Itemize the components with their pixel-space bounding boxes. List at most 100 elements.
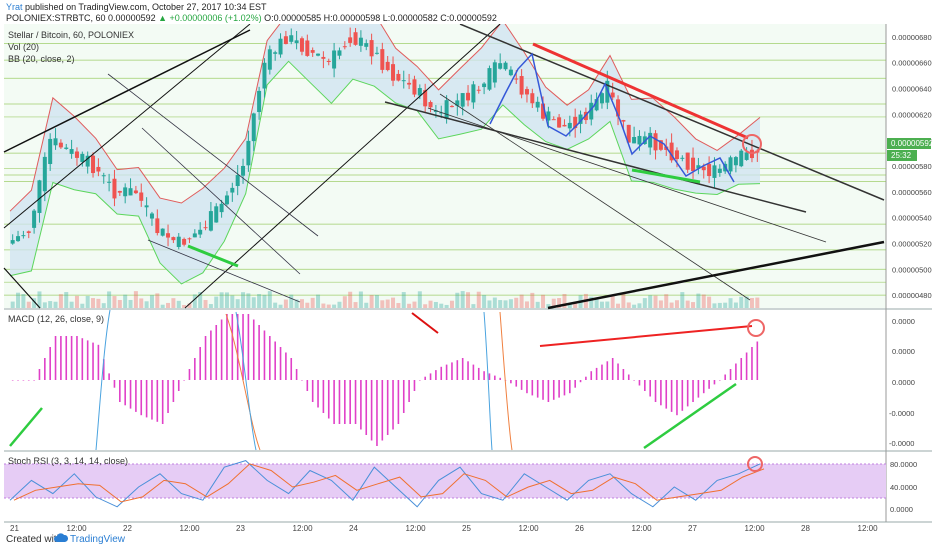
author-link[interactable]: Yrat — [6, 2, 23, 12]
macd-bar — [622, 369, 625, 380]
candle-body — [21, 235, 26, 237]
macd-bar — [145, 380, 148, 418]
volume-bar — [37, 291, 42, 308]
macd-tick: 0.0000 — [892, 378, 915, 387]
macd-bar — [285, 352, 287, 380]
macd-bar — [204, 336, 207, 380]
candle-body — [155, 218, 160, 234]
macd-bar — [574, 380, 576, 388]
stoch-k-line — [9, 460, 761, 508]
volume-bar — [305, 302, 310, 308]
volume-bar — [257, 294, 262, 308]
macd-bar — [70, 336, 73, 380]
macd-bar — [199, 347, 201, 380]
volume-bar — [267, 291, 272, 308]
macd-line — [483, 311, 493, 451]
volume-bar — [423, 304, 428, 308]
candle-body — [637, 135, 642, 145]
macd-bar — [611, 358, 614, 380]
volume-bar — [744, 296, 749, 308]
volume-bar — [144, 301, 149, 308]
candle-body — [198, 229, 203, 235]
macd-bar — [547, 380, 550, 402]
volume-bar — [342, 296, 347, 308]
volume-bar — [85, 295, 90, 308]
volume-bar — [187, 303, 192, 308]
volume-bar — [289, 294, 294, 308]
legend-bb: BB (20, close, 2) — [8, 54, 75, 64]
last-price-badge — [887, 138, 931, 149]
volume-bar — [74, 295, 79, 308]
candle-body — [439, 112, 444, 114]
candle-body — [733, 157, 738, 166]
candle-body — [578, 114, 583, 124]
macd-bar — [167, 380, 169, 413]
macd-bar — [301, 380, 303, 381]
macd-bar — [520, 380, 523, 390]
rsi-tick: 0.0000 — [890, 505, 913, 514]
volume-bar — [723, 302, 728, 308]
volume-bar — [648, 295, 653, 308]
candle-body — [546, 111, 551, 121]
macd-bar — [488, 373, 491, 380]
candle-body — [342, 46, 347, 48]
trendline — [3, 267, 41, 309]
macd-bar — [719, 380, 721, 381]
candle-body — [391, 64, 396, 81]
macd-bar — [569, 380, 571, 394]
macd-bar — [542, 380, 544, 400]
volume-bar — [637, 303, 642, 308]
macd-bar — [515, 380, 518, 387]
volume-bar — [417, 291, 422, 308]
candle-body — [85, 155, 90, 167]
candle-body — [433, 110, 438, 112]
volume-bar — [444, 304, 449, 308]
candle-body — [739, 150, 744, 167]
volume-bar — [214, 296, 219, 308]
trendline — [184, 24, 501, 309]
volume-bar — [32, 298, 37, 308]
macd-bar — [649, 380, 651, 397]
macd-bar — [344, 380, 346, 424]
tradingview-link[interactable]: TradingView — [70, 534, 126, 545]
volume-bar — [48, 301, 53, 308]
volume-bar — [53, 301, 58, 308]
candle-body — [744, 152, 749, 160]
macd-bar — [419, 380, 421, 381]
last-price: 0.00000592 — [108, 13, 156, 23]
candle-body — [208, 211, 213, 231]
volume-bar — [433, 301, 438, 308]
macd-bar — [274, 341, 276, 380]
volume-bar — [487, 300, 492, 308]
macd-bar — [263, 330, 266, 380]
macd-bar — [161, 380, 164, 424]
bollinger-bands — [9, 24, 761, 285]
time-tick: 12:00 — [180, 524, 201, 533]
candle-body — [401, 80, 406, 82]
candle-body — [514, 78, 519, 80]
volume-bar — [337, 301, 342, 308]
candle-body — [267, 49, 272, 70]
price-tick: 0.00000520 — [892, 239, 932, 248]
macd-bar — [692, 380, 694, 402]
volume-bar — [380, 300, 385, 308]
volume-bar — [455, 292, 460, 308]
volume-bar — [733, 302, 738, 308]
candle-body — [557, 117, 562, 128]
time-tick: 12:00 — [67, 524, 88, 533]
candle-body — [316, 53, 321, 56]
chart-canvas[interactable]: Stellar / Bitcoin, 60, POLONIEX Vol (20)… — [0, 24, 932, 534]
macd-bar — [445, 364, 448, 380]
price-tick: 0.00000580 — [892, 162, 932, 171]
time-tick: 12:00 — [745, 524, 766, 533]
macd-bar — [242, 314, 244, 380]
price-tick: 0.00000560 — [892, 188, 932, 197]
macd-bar — [306, 380, 309, 391]
macd-bar — [606, 361, 609, 380]
bullish-divergence-line — [9, 407, 43, 447]
volume-bar — [316, 294, 321, 308]
macd-bar — [579, 380, 582, 383]
rsi-axis: 80.0000 40.0000 0.0000 — [890, 460, 917, 514]
volume-bar — [685, 300, 690, 308]
volume-bar — [503, 300, 508, 308]
